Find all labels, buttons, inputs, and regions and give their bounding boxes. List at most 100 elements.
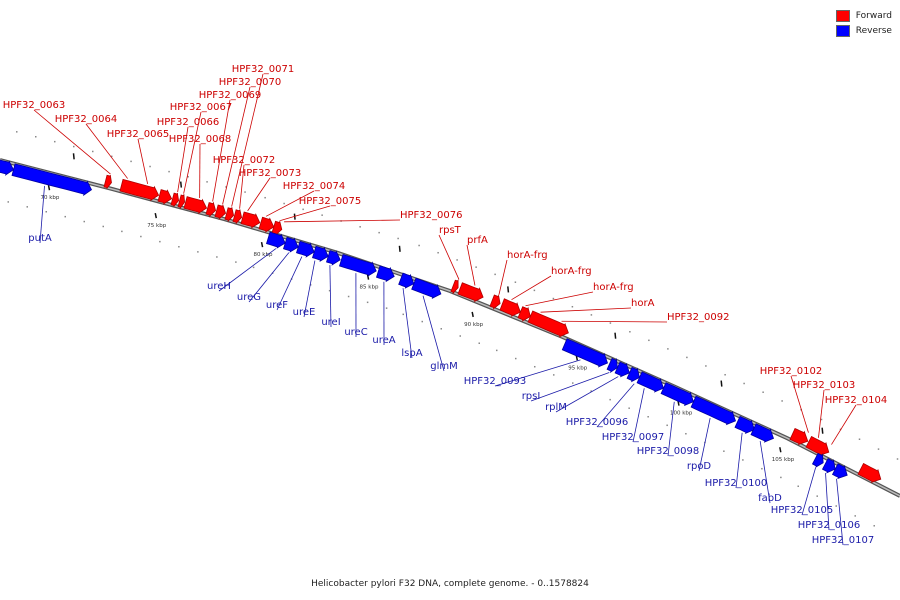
minor-tick bbox=[421, 320, 424, 323]
leader-hpf32-0070 bbox=[222, 86, 251, 205]
minor-tick bbox=[762, 391, 764, 393]
major-tick bbox=[72, 153, 75, 160]
leader-rpst bbox=[438, 234, 460, 280]
reverse-gene-urec bbox=[339, 254, 377, 277]
gene-label-hpf32-0072: HPF32_0072 bbox=[213, 155, 275, 166]
gene-label-uref: ureF bbox=[266, 300, 288, 311]
leader-ureg bbox=[248, 252, 290, 303]
reverse-gene-ureg bbox=[283, 236, 299, 253]
leader-hpf32-0104 bbox=[831, 404, 857, 445]
minor-tick bbox=[647, 416, 649, 418]
leader-hpf32-0100 bbox=[735, 432, 743, 489]
gene-label-hpf32-0065: HPF32_0065 bbox=[107, 129, 169, 140]
minor-tick bbox=[648, 339, 650, 342]
gene-label-rpsi: rpsI bbox=[522, 391, 541, 402]
reverse-gene-hpf32-0096 bbox=[626, 366, 640, 383]
forward-gene-hpf32-0074 bbox=[258, 216, 275, 233]
minor-tick bbox=[264, 196, 266, 199]
forward-gene-hora-frg bbox=[499, 298, 521, 317]
gene-label-hpf32-0067: HPF32_0067 bbox=[170, 102, 232, 113]
leader-hpf32-0102 bbox=[790, 375, 809, 433]
minor-tick bbox=[216, 256, 218, 258]
minor-tick bbox=[743, 382, 745, 385]
forward-gene-hpf32-0102 bbox=[789, 427, 809, 446]
leader-puta bbox=[39, 185, 45, 244]
forward-gene-hpf32-0067 bbox=[177, 193, 186, 210]
minor-tick bbox=[111, 155, 113, 158]
forward-swatch bbox=[835, 9, 850, 22]
leader-hpf32-0092 bbox=[561, 320, 668, 323]
gene-label-rpod: rpoD bbox=[687, 461, 712, 472]
minor-tick bbox=[321, 214, 323, 216]
scale-label: 100 kbp bbox=[670, 411, 693, 417]
leader-lspa bbox=[402, 288, 413, 359]
forward-gene-hora bbox=[527, 310, 569, 338]
forward-gene-hpf32-0065 bbox=[157, 189, 173, 205]
minor-tick bbox=[571, 305, 574, 308]
gene-label-hpf32-0107: HPF32_0107 bbox=[812, 535, 874, 546]
gene-label-hora: horA bbox=[631, 298, 655, 309]
minor-tick bbox=[26, 206, 28, 208]
minor-tick bbox=[397, 237, 399, 240]
gene-label-hpf32-0103: HPF32_0103 bbox=[793, 380, 855, 391]
minor-tick bbox=[7, 201, 9, 203]
minor-tick bbox=[724, 373, 726, 376]
gene-label-rplm: rplM bbox=[545, 402, 567, 413]
leader-rpod bbox=[698, 417, 711, 472]
minor-tick bbox=[73, 145, 75, 148]
forward-gene-hpf32-0069 bbox=[205, 201, 217, 218]
minor-tick bbox=[130, 160, 132, 163]
gene-label-hpf32-0069: HPF32_0069 bbox=[199, 90, 261, 101]
gene-label-hpf32-0097: HPF32_0097 bbox=[602, 432, 664, 443]
legend-reverse-label: Reverse bbox=[855, 25, 892, 36]
gene-label-hpf32-0102: HPF32_0102 bbox=[760, 366, 822, 377]
leader-hpf32-0063 bbox=[33, 109, 111, 175]
forward-gene-hpf32-0070 bbox=[214, 203, 227, 221]
leader-hpf32-0075 bbox=[279, 205, 331, 221]
gene-label-hpf32-0093: HPF32_0093 bbox=[464, 376, 526, 387]
gene-label-hpf32-0092: HPF32_0092 bbox=[667, 312, 729, 323]
gene-label-hpf32-0105: HPF32_0105 bbox=[771, 505, 833, 516]
minor-tick bbox=[168, 170, 170, 173]
minor-tick bbox=[514, 357, 517, 360]
reverse-gene-urea bbox=[376, 265, 395, 283]
scale-label: 90 kbp bbox=[464, 322, 483, 328]
minor-tick bbox=[121, 230, 123, 233]
leader-glmm bbox=[422, 295, 445, 372]
forward-gene-hpf32-0073 bbox=[240, 211, 261, 229]
leader-uree bbox=[303, 260, 316, 318]
gene-label-hpf32-0066: HPF32_0066 bbox=[157, 117, 219, 128]
forward-gene-hora-frg bbox=[517, 306, 531, 322]
reverse-gene-puta-part bbox=[0, 159, 15, 176]
gene-label-lspa: lspA bbox=[401, 348, 422, 359]
gene-label-hpf32-0106: HPF32_0106 bbox=[798, 520, 860, 531]
forward-gene-hpf32-0064 bbox=[119, 178, 160, 202]
minor-tick bbox=[456, 259, 458, 261]
leader-hpf32-0106 bbox=[825, 473, 830, 531]
minor-tick bbox=[35, 135, 37, 138]
minor-tick bbox=[475, 266, 477, 268]
minor-tick bbox=[780, 476, 782, 479]
minor-tick bbox=[742, 459, 744, 461]
scale-tick bbox=[260, 241, 264, 248]
minor-tick bbox=[705, 365, 707, 367]
leader-hpf32-0066 bbox=[177, 126, 189, 193]
reverse-gene-hpf32-0097 bbox=[636, 371, 664, 393]
leader-hpf32-0074 bbox=[265, 190, 315, 217]
minor-tick bbox=[302, 208, 304, 211]
scale-labels: 70 kbp 75 kbp 80 kbp 85 kbp 90 kbp 95 kbp 100 … bbox=[40, 185, 795, 463]
major-tick bbox=[398, 245, 401, 252]
minor-tick bbox=[723, 450, 725, 452]
major-tick bbox=[179, 181, 183, 188]
minor-tick bbox=[347, 295, 350, 298]
minor-tick bbox=[92, 150, 94, 153]
minor-tick bbox=[102, 225, 104, 228]
leader-hpf32-0076 bbox=[284, 219, 401, 223]
minor-tick bbox=[877, 448, 880, 450]
reverse-gene-hpf32-0093 bbox=[561, 338, 608, 368]
minor-tick bbox=[64, 215, 66, 218]
gene-label-glmm: glmM bbox=[430, 361, 458, 372]
minor-tick bbox=[478, 342, 481, 344]
minor-tick bbox=[854, 515, 856, 517]
